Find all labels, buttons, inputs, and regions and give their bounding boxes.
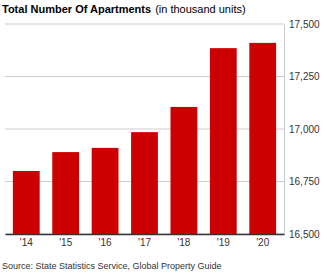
y-tick-label: 17,000 [289,124,320,135]
y-tick: 17,250 [284,71,320,82]
grid [5,24,284,234]
x-tick-label: '20 [256,237,269,248]
x-axis-line [6,234,285,236]
y-tick-label: 16,750 [289,176,320,187]
bar [92,148,119,234]
source: Source: State Statistics Service, Global… [2,261,222,271]
bar [131,132,158,234]
x-tick: '18 [177,234,190,248]
title-line: Total Number Of Apartments (in thousand u… [2,3,246,15]
y-tick: 17,500 [284,19,320,30]
y-tick-label: 16,500 [289,229,320,240]
grid-line [5,129,284,130]
chart-container: Total Number Of Apartments (in thousand u… [0,0,324,274]
x-tick: '16 [99,234,112,248]
y-tick-label: 17,250 [289,71,320,82]
bar [171,107,198,234]
chart-svg: Total Number Of Apartments (in thousand u… [0,0,324,274]
y-axis-line [284,25,285,235]
subtitle: (in thousand units) [155,3,246,15]
x-tick-label: '15 [59,237,72,248]
grid-line [5,24,284,25]
y-tick-label: 17,500 [289,19,320,30]
grid-line [5,76,284,77]
x-tick: '20 [256,234,269,248]
bar [52,152,79,234]
x-tick-label: '19 [217,237,230,248]
bars [13,43,276,234]
x-tick: '17 [138,234,151,248]
bar [13,171,40,234]
x-tick: '19 [217,234,230,248]
x-tick-label: '17 [138,237,151,248]
x-axis: '14 '15 '16 '17 '18 '19 '20 [6,234,285,248]
y-tick: 16,500 [284,229,320,240]
plot: 16,50016,75017,00017,25017,500'14'15'16'… [5,19,320,248]
bar [249,43,276,234]
title: Total Number Of Apartments [2,3,151,15]
y-tick: 16,750 [284,176,320,187]
x-tick: '14 [20,234,33,248]
x-tick: '15 [59,234,72,248]
y-tick: 17,000 [284,124,320,135]
x-tick-label: '16 [99,237,112,248]
bar [210,48,237,234]
x-tick-label: '14 [20,237,33,248]
y-axis: 16,500 16,750 17,000 17,250 17,500 [284,19,320,240]
x-tick-label: '18 [177,237,190,248]
